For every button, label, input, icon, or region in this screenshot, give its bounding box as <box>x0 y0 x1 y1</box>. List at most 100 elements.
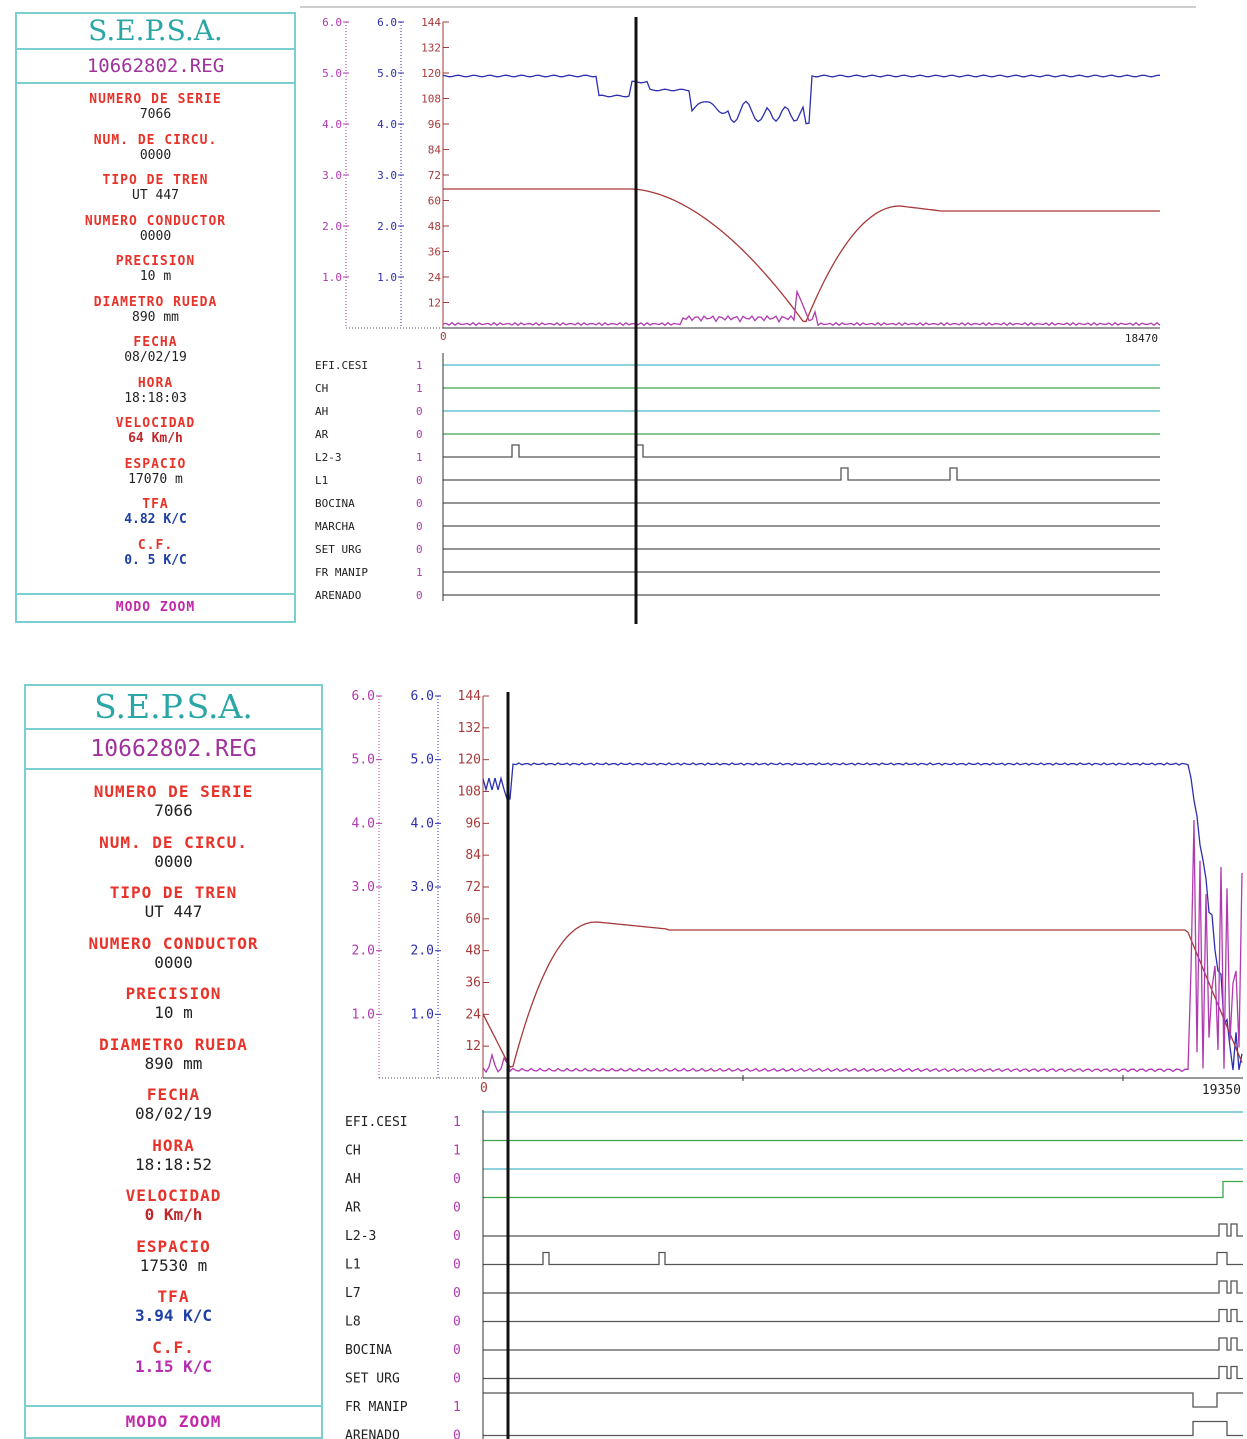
field-value: 10 m <box>139 269 172 284</box>
field-label: C.F. <box>137 537 174 553</box>
axis-left-tick: 5.0 <box>352 753 375 768</box>
axis-mid-tick: 6.0 <box>377 16 397 29</box>
field-value: 0000 <box>139 228 172 244</box>
field-label: TIPO DE TREN <box>102 173 209 188</box>
field-label: HORA <box>137 375 174 391</box>
signal-label: AH <box>345 1172 361 1187</box>
axis-speed-tick: 12 <box>428 297 441 310</box>
field-value: UT 447 <box>132 188 179 203</box>
axis-speed-tick: 48 <box>428 220 441 233</box>
field-value: 0000 <box>154 851 193 871</box>
file-name: 10662802.REG <box>26 730 321 770</box>
field-label: NUMERO CONDUCTOR <box>84 213 227 229</box>
field-value: 1.15 K/C <box>134 1356 213 1376</box>
axis-speed-tick: 12 <box>465 1039 481 1054</box>
field-value: 64 Km/h <box>128 431 183 446</box>
field-value: 08/02/19 <box>124 350 187 365</box>
field-group: NUM. DE CIRCU. 0000 <box>26 833 321 884</box>
axis-left-tick: 3.0 <box>352 880 375 895</box>
field-group: TIPO DE TREN UT 447 <box>17 173 294 214</box>
signal-state: 1 <box>416 451 423 464</box>
signal-trace <box>483 1223 1243 1237</box>
field-label: TIPO DE TREN <box>109 883 238 902</box>
field-label: ESPACIO <box>136 1236 211 1256</box>
field-group: PRECISION 10 m <box>26 984 321 1035</box>
signal-trace <box>443 444 1160 458</box>
signal-state: 0 <box>416 497 423 510</box>
signal-state: 0 <box>453 1343 461 1358</box>
signal-state: 0 <box>453 1315 461 1330</box>
signal-state: 1 <box>416 359 423 372</box>
field-value: 7066 <box>154 801 193 820</box>
field-group: VELOCIDAD 0 Km/h <box>26 1186 321 1237</box>
signal-state: 0 <box>453 1372 461 1387</box>
axis-speed-tick: 36 <box>465 976 481 991</box>
signal-state: 0 <box>416 428 423 441</box>
axis-left-tick: 4.0 <box>352 816 375 831</box>
field-label: C.F. <box>152 1337 195 1357</box>
field-label: FECHA <box>133 335 178 350</box>
file-name: 10662802.REG <box>17 50 294 84</box>
axis-mid-tick: 2.0 <box>377 220 397 233</box>
signal-state: 0 <box>453 1286 461 1301</box>
field-group: VELOCIDAD 64 Km/h <box>17 416 294 457</box>
axis-speed-tick: 120 <box>458 753 481 768</box>
signal-label: L2-3 <box>315 451 342 464</box>
signal-label: FR MANIP <box>315 566 368 579</box>
signal-label: EFI.CESI <box>345 1115 408 1130</box>
axis-speed-tick: 60 <box>465 912 481 927</box>
axis-speed-tick: 132 <box>421 42 441 55</box>
axis-left-tick: 3.0 <box>322 169 342 182</box>
zoom-mode-button[interactable]: MODO ZOOM <box>17 593 294 621</box>
field-group: NUMERO DE SERIE 7066 <box>17 92 294 133</box>
axis-speed-tick: 108 <box>458 785 481 800</box>
field-group: FECHA 08/02/19 <box>26 1085 321 1136</box>
field-value: 7066 <box>139 107 172 122</box>
field-value: 0. 5 K/C <box>124 552 187 568</box>
axis-speed-tick: 120 <box>421 67 441 80</box>
x-axis-end: 18470 <box>1125 332 1158 345</box>
brand-title: S.E.P.S.A. <box>17 14 294 50</box>
field-value: 17070 m <box>128 471 183 487</box>
axis-speed-tick: 36 <box>428 246 441 259</box>
field-group: C.F. 0. 5 K/C <box>17 538 294 579</box>
field-value: 890 mm <box>132 309 179 325</box>
signal-trace <box>483 1251 1243 1266</box>
axis-mid-tick: 3.0 <box>377 169 397 182</box>
signal-label: L2-3 <box>345 1229 376 1244</box>
field-group: NUMERO DE SERIE 7066 <box>26 782 321 833</box>
signal-label: FR MANIP <box>345 1400 408 1415</box>
axis-speed-tick: 24 <box>428 271 442 284</box>
signal-trace <box>483 1365 1243 1380</box>
field-label: NUMERO DE SERIE <box>89 92 222 107</box>
info-panel-top: S.E.P.S.A. 10662802.REG NUMERO DE SERIE 7… <box>15 12 296 623</box>
field-value: 18:18:52 <box>134 1154 213 1174</box>
field-group: HORA 18:18:52 <box>26 1136 321 1187</box>
field-label: NUM. DE CIRCU. <box>99 832 248 852</box>
top-separator <box>300 6 1196 8</box>
signal-state: 1 <box>453 1144 461 1159</box>
field-group: C.F. 1.15 K/C <box>26 1338 321 1389</box>
blue-trace <box>482 762 1243 1071</box>
field-label: DIAMETRO RUEDA <box>99 1034 248 1054</box>
signal-label: MARCHA <box>315 520 355 533</box>
axis-speed-tick: 60 <box>428 195 441 208</box>
axis-left-tick: 2.0 <box>352 944 375 959</box>
field-value: 18:18:03 <box>124 390 187 406</box>
signal-trace <box>443 467 1160 481</box>
signal-trace <box>483 1280 1243 1294</box>
field-label: VELOCIDAD <box>125 1186 222 1205</box>
signal-state: 1 <box>416 382 423 395</box>
zoom-mode-button[interactable]: MODO ZOOM <box>26 1405 321 1437</box>
signal-state: 1 <box>416 566 423 579</box>
field-group: NUMERO CONDUCTOR 0000 <box>26 934 321 985</box>
field-group: FECHA 08/02/19 <box>17 335 294 376</box>
axis-mid-tick: 3.0 <box>411 880 434 895</box>
signal-label: AR <box>315 428 329 441</box>
signal-label: BOCINA <box>315 497 355 510</box>
signal-state: 0 <box>453 1429 461 1439</box>
field-group: PRECISION 10 m <box>17 254 294 295</box>
axis-speed-tick: 84 <box>428 144 442 157</box>
field-value: 0000 <box>139 147 172 163</box>
axis-speed-tick: 96 <box>465 816 481 831</box>
